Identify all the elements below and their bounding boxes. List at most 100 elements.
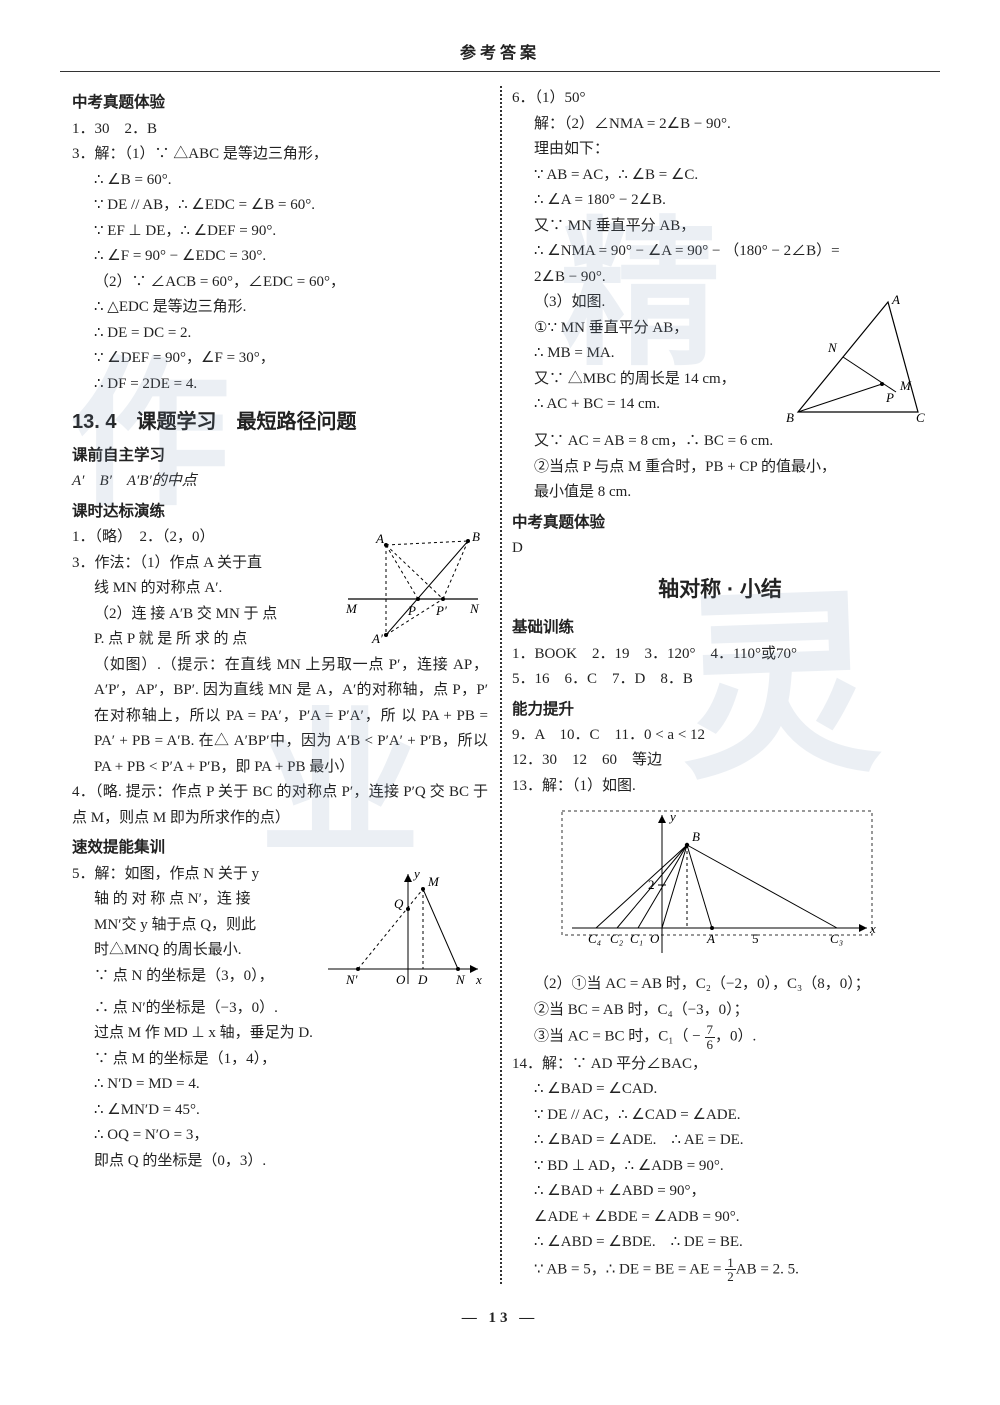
label-M: M xyxy=(427,874,440,889)
solution-line: 3．解：（1）∵ △ABC 是等边三角形， xyxy=(72,142,488,168)
solution-line: 13．解：（1）如图. xyxy=(512,774,928,800)
section-title: 速效提能集训 xyxy=(72,835,488,861)
coordinate-figure-4: x y O B A C₄ C₂ C₁ 5 C₃ 2 xyxy=(552,803,928,968)
solution-line: 最小值是 8 cm. xyxy=(512,480,928,506)
page-number: — 13 — xyxy=(60,1306,940,1332)
solution-line: ∴ N′D = MD = 4. xyxy=(72,1072,488,1098)
solution-line: （2）∵ ∠ACB = 60°，∠EDC = 60°， xyxy=(72,270,488,296)
text: ③当 AC = BC 时，C₁（ − xyxy=(534,1029,705,1045)
label-C1: C₁ xyxy=(630,931,643,946)
chapter-title: 13. 4 课题学习 最短路径问题 xyxy=(72,405,488,439)
solution-line: ∴ DE = DC = 2. xyxy=(72,321,488,347)
solution-line: ∴ DF = 2DE = 4. xyxy=(72,372,488,398)
label-N: N xyxy=(827,340,838,355)
solution-line: 2∠B − 90°. xyxy=(512,265,928,291)
solution-line: ∴ ∠BAD = ∠ADE. ∴ AE = DE. xyxy=(512,1128,928,1154)
section-title: 中考真题体验 xyxy=(72,90,488,116)
label-A: A xyxy=(706,931,715,946)
solution-line: ∴ OQ = N′O = 3， xyxy=(72,1123,488,1149)
label-O: O xyxy=(396,972,406,987)
coordinate-figure-2: x y O M N N′ D Q xyxy=(318,864,488,994)
label-y: y xyxy=(668,809,676,824)
solution-line: ∴ ∠NMA = 90° − ∠A = 90° − （180° − 2∠B）= xyxy=(512,239,928,265)
solution-line: 过点 M 作 MD ⊥ x 轴，垂足为 D. xyxy=(72,1021,488,1047)
solution-line: ∵ EF ⊥ DE，∴ ∠DEF = 90°. xyxy=(72,219,488,245)
answer-line: 5．16 6．C 7．D 8．B xyxy=(512,667,928,693)
solution-line: ∵ BD ⊥ AD，∴ ∠ADB = 90°. xyxy=(512,1154,928,1180)
section-title: 课时达标演练 xyxy=(72,499,488,525)
solution-line: ∴ ∠B = 60°. xyxy=(72,168,488,194)
column-divider xyxy=(500,86,502,1284)
geometry-figure-1: M N A B A′ P P′ xyxy=(338,527,488,647)
solution-line: ∵ ∠DEF = 90°，∠F = 30°， xyxy=(72,346,488,372)
label-x: x xyxy=(475,972,482,987)
solution-line: 又∵ MN 垂直平分 AB， xyxy=(512,214,928,240)
label-x: x xyxy=(869,921,876,936)
answer-line: A′ B′ A′B′的中点 xyxy=(72,469,488,495)
solution-line: （2）①当 AC = AB 时，C₂（−2，0），C₃（8，0）； xyxy=(512,972,928,998)
solution-line: ∵ AB = 5，∴ DE = BE = AE = 12AB = 2. 5. xyxy=(512,1256,928,1284)
label-Pp: P′ xyxy=(435,603,447,618)
solution-line: ②当 BC = AB 时，C₄（−3，0）； xyxy=(512,998,928,1024)
solution-line: ∵ 点 M 的坐标是（1，4）， xyxy=(72,1047,488,1073)
label-y: y xyxy=(412,866,420,881)
label-Np: N′ xyxy=(345,972,358,987)
solution-line: 4．（略. 提示：作点 P 关于 BC 的对称点 P′，连接 P′Q 交 BC … xyxy=(72,780,488,831)
solution-line: ②当点 P 与点 M 重合时，PB + CP 的值最小， xyxy=(512,455,928,481)
text: ，0）. xyxy=(715,1029,756,1045)
solution-line: ③当 AC = BC 时，C₁（ − 76，0）. xyxy=(512,1023,928,1051)
label-P: P xyxy=(885,390,894,405)
text: ∵ AB = 5，∴ DE = BE = AE = xyxy=(534,1261,725,1277)
solution-line: 理由如下： xyxy=(512,137,928,163)
solution-line: 又∵ AC = AB = 8 cm，∴ BC = 6 cm. xyxy=(512,429,928,455)
text: AB = 2. 5. xyxy=(736,1261,799,1277)
label-C: C xyxy=(916,410,925,425)
section-title: 课前自主学习 xyxy=(72,443,488,469)
label-C2: C₂ xyxy=(610,931,624,946)
solution-line: ∴ 点 N′的坐标是（−3，0）. xyxy=(72,996,488,1022)
label-A: A xyxy=(891,292,900,307)
chapter-title: 轴对称 · 小结 xyxy=(512,572,928,608)
label-B: B xyxy=(472,529,480,544)
triangle-figure-3: A B C N M P xyxy=(778,292,928,427)
solution-line: ∵ AB = AC，∴ ∠B = ∠C. xyxy=(512,163,928,189)
page-header: 参考答案 xyxy=(60,40,940,72)
solution-line: ∠ADE + ∠BDE = ∠ADB = 90°. xyxy=(512,1205,928,1231)
answer-line: 9．A 10．C 11．0 < a < 12 xyxy=(512,723,928,749)
label-C4: C₄ xyxy=(588,931,602,946)
solution-line: ∴ ∠F = 90° − ∠EDC = 30°. xyxy=(72,244,488,270)
solution-line: ∴ ∠MN′D = 45°. xyxy=(72,1098,488,1124)
label-Q: Q xyxy=(394,896,404,911)
label-D: D xyxy=(417,972,428,987)
label-P: P xyxy=(407,603,416,618)
answer-line: 1．30 2．B xyxy=(72,117,488,143)
section-title: 能力提升 xyxy=(512,697,928,723)
label-M: M xyxy=(345,601,358,616)
solution-line: 6．（1）50° xyxy=(512,86,928,112)
label-O: O xyxy=(650,931,660,946)
solution-line: 解：（2）∠NMA = 2∠B − 90°. xyxy=(512,112,928,138)
solution-line: ∴ △EDC 是等边三角形. xyxy=(72,295,488,321)
fraction: 12 xyxy=(725,1256,736,1284)
label-Ap: A′ xyxy=(371,631,383,646)
label-B: B xyxy=(692,829,700,844)
label-Nr: N xyxy=(455,972,466,987)
solution-line: ∴ ∠ABD = ∠BDE. ∴ DE = BE. xyxy=(512,1230,928,1256)
left-column: 中考真题体验 1．30 2．B 3．解：（1）∵ △ABC 是等边三角形， ∴ … xyxy=(60,86,500,1284)
section-title: 中考真题体验 xyxy=(512,510,928,536)
solution-line: ∴ ∠A = 180° − 2∠B. xyxy=(512,188,928,214)
label-C3: C₃ xyxy=(830,931,843,946)
label-N: N xyxy=(469,601,480,616)
solution-line: ∵ DE // AB，∴ ∠EDC = ∠B = 60°. xyxy=(72,193,488,219)
fraction: 76 xyxy=(705,1023,716,1051)
two-column-layout: 中考真题体验 1．30 2．B 3．解：（1）∵ △ABC 是等边三角形， ∴ … xyxy=(60,86,940,1284)
solution-line: ∴ ∠BAD + ∠ABD = 90°， xyxy=(512,1179,928,1205)
label-B: B xyxy=(786,410,794,425)
label-A: A xyxy=(375,531,384,546)
answer-line: D xyxy=(512,536,928,562)
solution-line: ∵ DE // AC，∴ ∠CAD = ∠ADE. xyxy=(512,1103,928,1129)
solution-line: （如图）.（提示：在直线 MN 上另取一点 P′，连接 AP，A′P′，AP′，… xyxy=(72,653,488,781)
right-column: 6．（1）50° 解：（2）∠NMA = 2∠B − 90°. 理由如下： ∵ … xyxy=(500,86,940,1284)
solution-line: 即点 Q 的坐标是（0，3）. xyxy=(72,1149,488,1175)
label-M: M xyxy=(899,378,912,393)
